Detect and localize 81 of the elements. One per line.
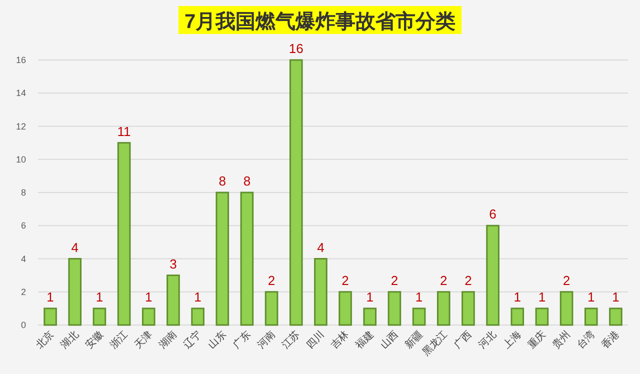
bar [462,291,475,326]
x-tick-label: 江苏 [280,328,302,352]
data-label: 1 [46,289,54,304]
bar [68,258,82,326]
y-tick-label: 10 [16,154,26,164]
data-label: 1 [588,289,595,304]
y-tick-label: 8 [20,188,26,198]
data-label: 8 [218,174,226,188]
bar [216,192,230,326]
x-tick-label: 香港 [599,328,622,352]
x-tick-label: 台湾 [574,328,598,352]
data-label: 1 [145,289,152,304]
x-tick-label: 浙江 [108,328,130,352]
bar [166,274,180,326]
x-tick-label: 湖北 [58,328,81,352]
x-tick-label: 山西 [378,328,401,352]
bar [560,291,574,326]
y-tick-label: 12 [16,121,26,132]
data-label: 8 [243,174,251,188]
data-label: 1 [514,289,521,304]
bar [338,291,352,326]
bar [412,308,426,326]
data-label: 1 [612,289,620,304]
x-tick-label: 河南 [255,328,278,352]
title: 7月我国燃气爆炸事故省市分类 [178,6,462,34]
x-tick-label: 福建 [353,328,376,352]
bar [486,224,500,326]
x-tick-label: 北京 [34,328,56,352]
data-label: 1 [194,289,202,304]
chart-title: 7月我国燃气爆炸事故省市分类 [184,10,456,33]
data-label: 1 [538,289,546,304]
y-tick-label: 2 [20,286,26,297]
y-tick-label: 4 [20,254,26,264]
bar [314,258,328,326]
data-label: 11 [117,124,131,139]
bar [436,291,450,326]
x-tick-label: 贵州 [550,328,573,352]
bar [92,308,106,326]
data-label: 2 [440,272,448,288]
x-tick-label: 河北 [476,328,499,352]
bar [535,308,549,326]
bar [289,59,303,326]
data-label: 2 [562,272,570,288]
x-tick-label: 上海 [500,328,524,352]
data-label: 4 [317,240,324,255]
bar [609,308,622,326]
x-tick-label: 天津 [132,328,155,352]
x-tick-label: 湖南 [156,328,180,352]
x-tick-label: 广东 [230,328,254,352]
x-tick-label: 广西 [452,328,474,352]
data-label: 2 [464,272,472,288]
y-tick-label: 16 [16,55,26,65]
bar [510,308,524,326]
data-label: 4 [71,240,78,255]
y-tick-label: 14 [16,88,26,98]
data-label: 2 [268,272,276,288]
bar [44,308,57,326]
y-tick-label: 0 [20,320,26,330]
y-tick-label: 6 [20,220,26,231]
x-tick-label: 四川 [304,328,327,352]
data-label: 1 [366,289,374,304]
data-label: 1 [415,289,423,304]
bar [584,308,598,326]
data-label: 6 [489,206,496,222]
bar [363,308,377,326]
bar [191,308,204,326]
bar [264,291,278,326]
x-tick-label: 吉林 [328,328,352,352]
data-label: 2 [390,272,398,288]
data-label: 16 [288,41,304,56]
data-label: 2 [342,272,349,288]
x-tick-label: 辽宁 [181,328,204,352]
data-label: 3 [170,256,177,272]
x-tick-label: 山东 [206,328,228,352]
x-tick-label: 安徽 [82,328,106,352]
bar [142,308,156,326]
x-tick-label: 重庆 [525,328,548,352]
data-label: 1 [96,289,104,304]
bar [388,291,402,326]
bar [240,192,254,326]
bar [117,142,131,326]
